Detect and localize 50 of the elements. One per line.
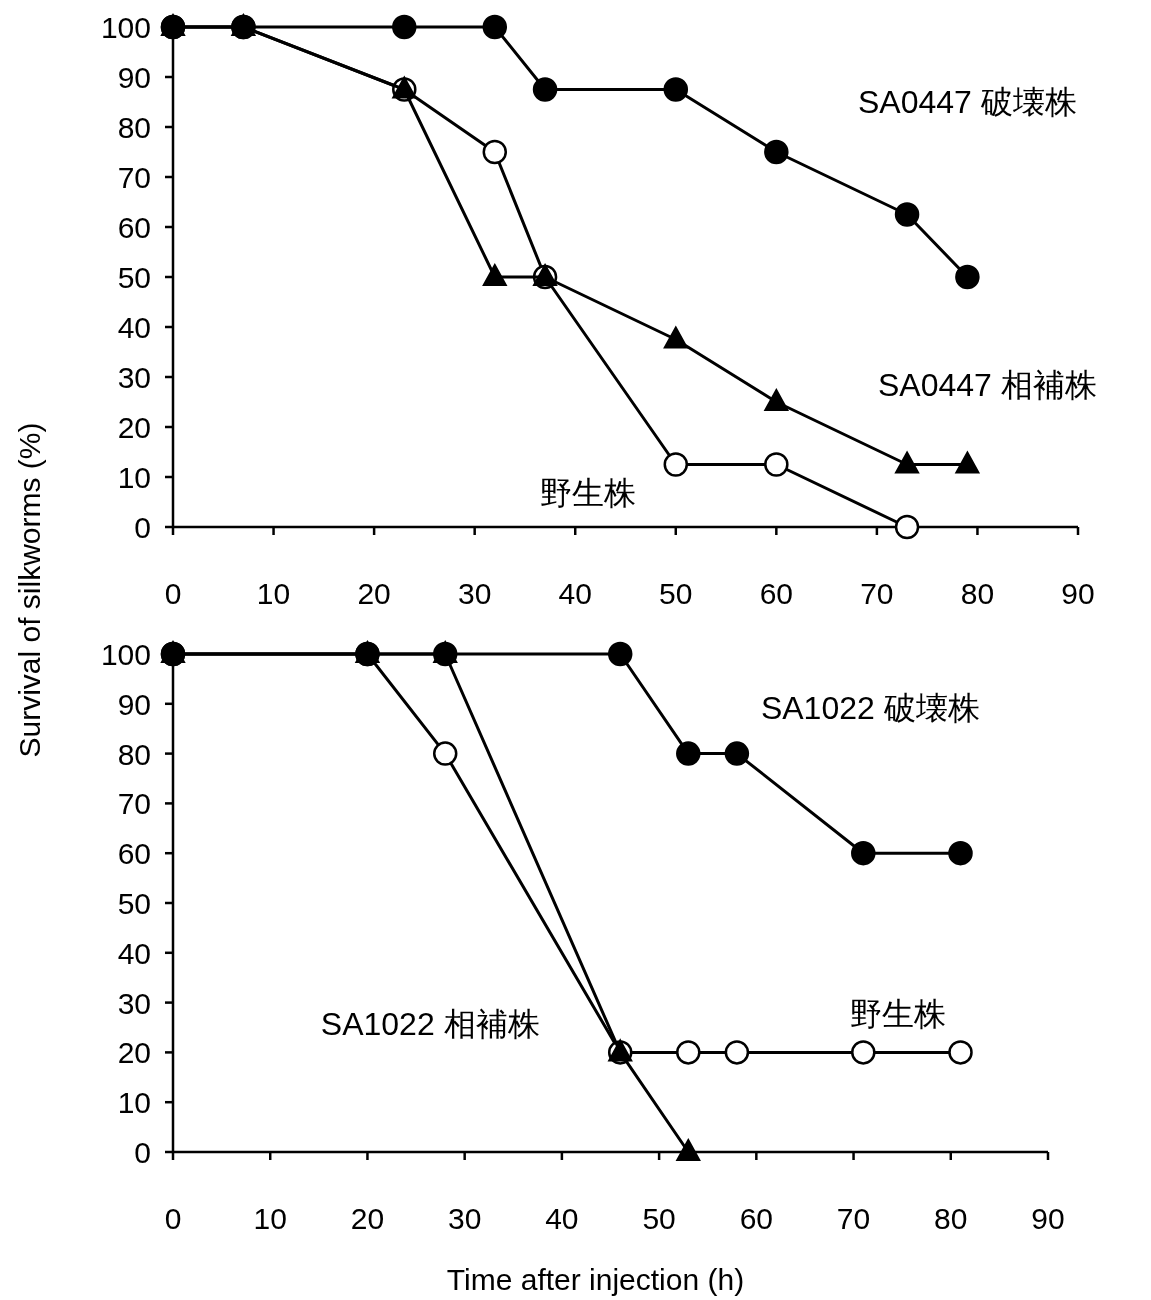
y-tick-label: 100 (100, 11, 151, 44)
y-tick-label: 70 (117, 787, 151, 821)
y-tick-label: 50 (117, 261, 151, 294)
y-tick-label: 10 (117, 461, 151, 494)
x-tick-label: 90 (1061, 577, 1095, 610)
y-tick-label: 80 (117, 737, 151, 771)
text: SA0447 破壊株 (858, 84, 1077, 120)
y-tick-label: 90 (117, 687, 151, 721)
x-tick-label: 0 (164, 1202, 182, 1235)
series-label: 野生株 (539, 474, 636, 511)
y-tick-label: 20 (117, 411, 151, 444)
x-tick-label: 10 (253, 1202, 287, 1235)
x-tick-label: 20 (357, 577, 391, 610)
series-label: SA1022 相補株 (320, 1006, 540, 1043)
y-tick-label: 40 (117, 936, 151, 970)
y-tick-label: 80 (117, 111, 151, 144)
x-tick-label: 0 (164, 577, 182, 610)
y-tick-label: 100 (100, 638, 151, 671)
y-tick-label: 0 (134, 511, 151, 544)
x-tick-label: 90 (1031, 1202, 1065, 1235)
series-label: SA1022 破壊株 (760, 689, 980, 726)
y-tick-label: 60 (117, 837, 151, 871)
x-tick-label: 30 (457, 577, 492, 610)
y-tick-label: 40 (117, 311, 151, 344)
x-tick-label: 40 (558, 577, 592, 610)
x-tick-label: 20 (350, 1202, 385, 1235)
y-tick-label: 0 (134, 1136, 151, 1169)
x-tick-label: 50 (642, 1202, 676, 1235)
x-tick-label: 80 (934, 1202, 968, 1235)
series-label: SA0447 相補株 (878, 366, 1097, 403)
x-tick-label: 80 (960, 577, 995, 610)
y-tick-label: 50 (117, 887, 151, 920)
y-tick-label: 60 (117, 211, 151, 244)
x-tick-label: 30 (447, 1202, 482, 1235)
x-axis-title: Time after injection (h) (446, 1263, 745, 1296)
y-tick-label: 70 (117, 161, 151, 194)
x-tick-label: 70 (836, 1202, 871, 1235)
x-tick-label: 60 (759, 577, 794, 610)
y-tick-label: 90 (117, 61, 151, 94)
x-tick-label: 60 (739, 1202, 774, 1235)
x-tick-label: 40 (545, 1202, 579, 1235)
x-tick-label: 70 (860, 577, 894, 610)
x-tick-label: 50 (659, 577, 693, 610)
y-tick-label: 30 (117, 986, 151, 1020)
y-tick-label: 30 (117, 361, 151, 394)
y-tick-label: 10 (117, 1086, 151, 1120)
y-axis-title: Survival of silkworms (%) (13, 422, 46, 758)
y-tick-label: 20 (117, 1036, 151, 1070)
series-label: 野生株 (849, 996, 946, 1033)
x-tick-label: 10 (256, 577, 291, 610)
